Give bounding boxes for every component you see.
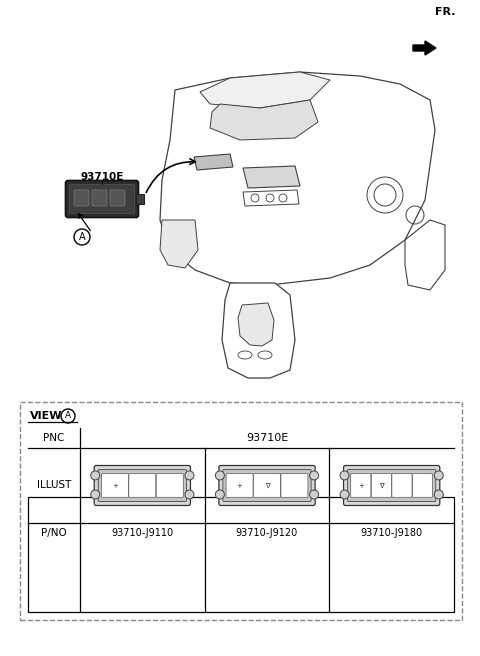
Circle shape [91,490,100,499]
Text: 93710-J9110: 93710-J9110 [111,528,173,538]
Text: ILLUST: ILLUST [37,480,71,491]
FancyBboxPatch shape [223,470,311,501]
FancyBboxPatch shape [344,466,440,506]
FancyBboxPatch shape [412,474,432,497]
Text: PNC: PNC [43,433,65,443]
FancyBboxPatch shape [136,194,144,204]
Circle shape [434,471,444,480]
Text: 93710E: 93710E [246,433,288,443]
Text: FR.: FR. [434,7,455,17]
Text: +: + [237,483,242,489]
Circle shape [185,471,194,480]
Text: 93710-J9180: 93710-J9180 [360,528,423,538]
Circle shape [340,471,349,480]
Polygon shape [160,220,198,268]
Circle shape [185,490,194,499]
Text: 93710E: 93710E [80,172,124,182]
Text: P/NO: P/NO [41,528,67,538]
Circle shape [216,490,224,499]
Polygon shape [238,303,274,346]
FancyBboxPatch shape [253,474,280,497]
Circle shape [434,490,444,499]
FancyBboxPatch shape [129,474,156,497]
Text: +: + [358,483,364,489]
Circle shape [310,471,319,480]
Polygon shape [222,283,295,378]
Text: VIEW: VIEW [30,411,62,421]
Polygon shape [210,100,318,140]
FancyBboxPatch shape [92,190,107,206]
Circle shape [310,490,319,499]
FancyBboxPatch shape [98,470,186,501]
Text: 93710-J9120: 93710-J9120 [236,528,298,538]
FancyArrowPatch shape [78,213,90,231]
Polygon shape [243,166,300,188]
Polygon shape [405,220,445,290]
FancyBboxPatch shape [219,466,315,506]
Circle shape [216,471,224,480]
Text: +: + [112,483,118,489]
FancyBboxPatch shape [65,180,139,218]
FancyBboxPatch shape [226,474,253,497]
Polygon shape [160,72,435,285]
FancyArrowPatch shape [146,159,195,192]
Polygon shape [200,72,330,108]
FancyBboxPatch shape [94,466,191,506]
Circle shape [91,471,100,480]
FancyBboxPatch shape [156,474,183,497]
FancyBboxPatch shape [101,474,129,497]
Circle shape [340,490,349,499]
Text: A: A [79,232,85,242]
FancyBboxPatch shape [392,474,412,497]
FancyBboxPatch shape [281,474,308,497]
Polygon shape [413,41,436,55]
FancyBboxPatch shape [351,474,371,497]
Bar [20,402,462,620]
Text: ∇: ∇ [264,483,269,489]
FancyBboxPatch shape [110,190,125,206]
Polygon shape [194,154,233,170]
Text: A: A [65,411,71,420]
FancyBboxPatch shape [70,184,134,213]
FancyBboxPatch shape [372,474,392,497]
Bar [28,497,454,612]
Text: ∇: ∇ [379,483,384,489]
FancyBboxPatch shape [74,190,89,206]
FancyBboxPatch shape [348,470,436,501]
